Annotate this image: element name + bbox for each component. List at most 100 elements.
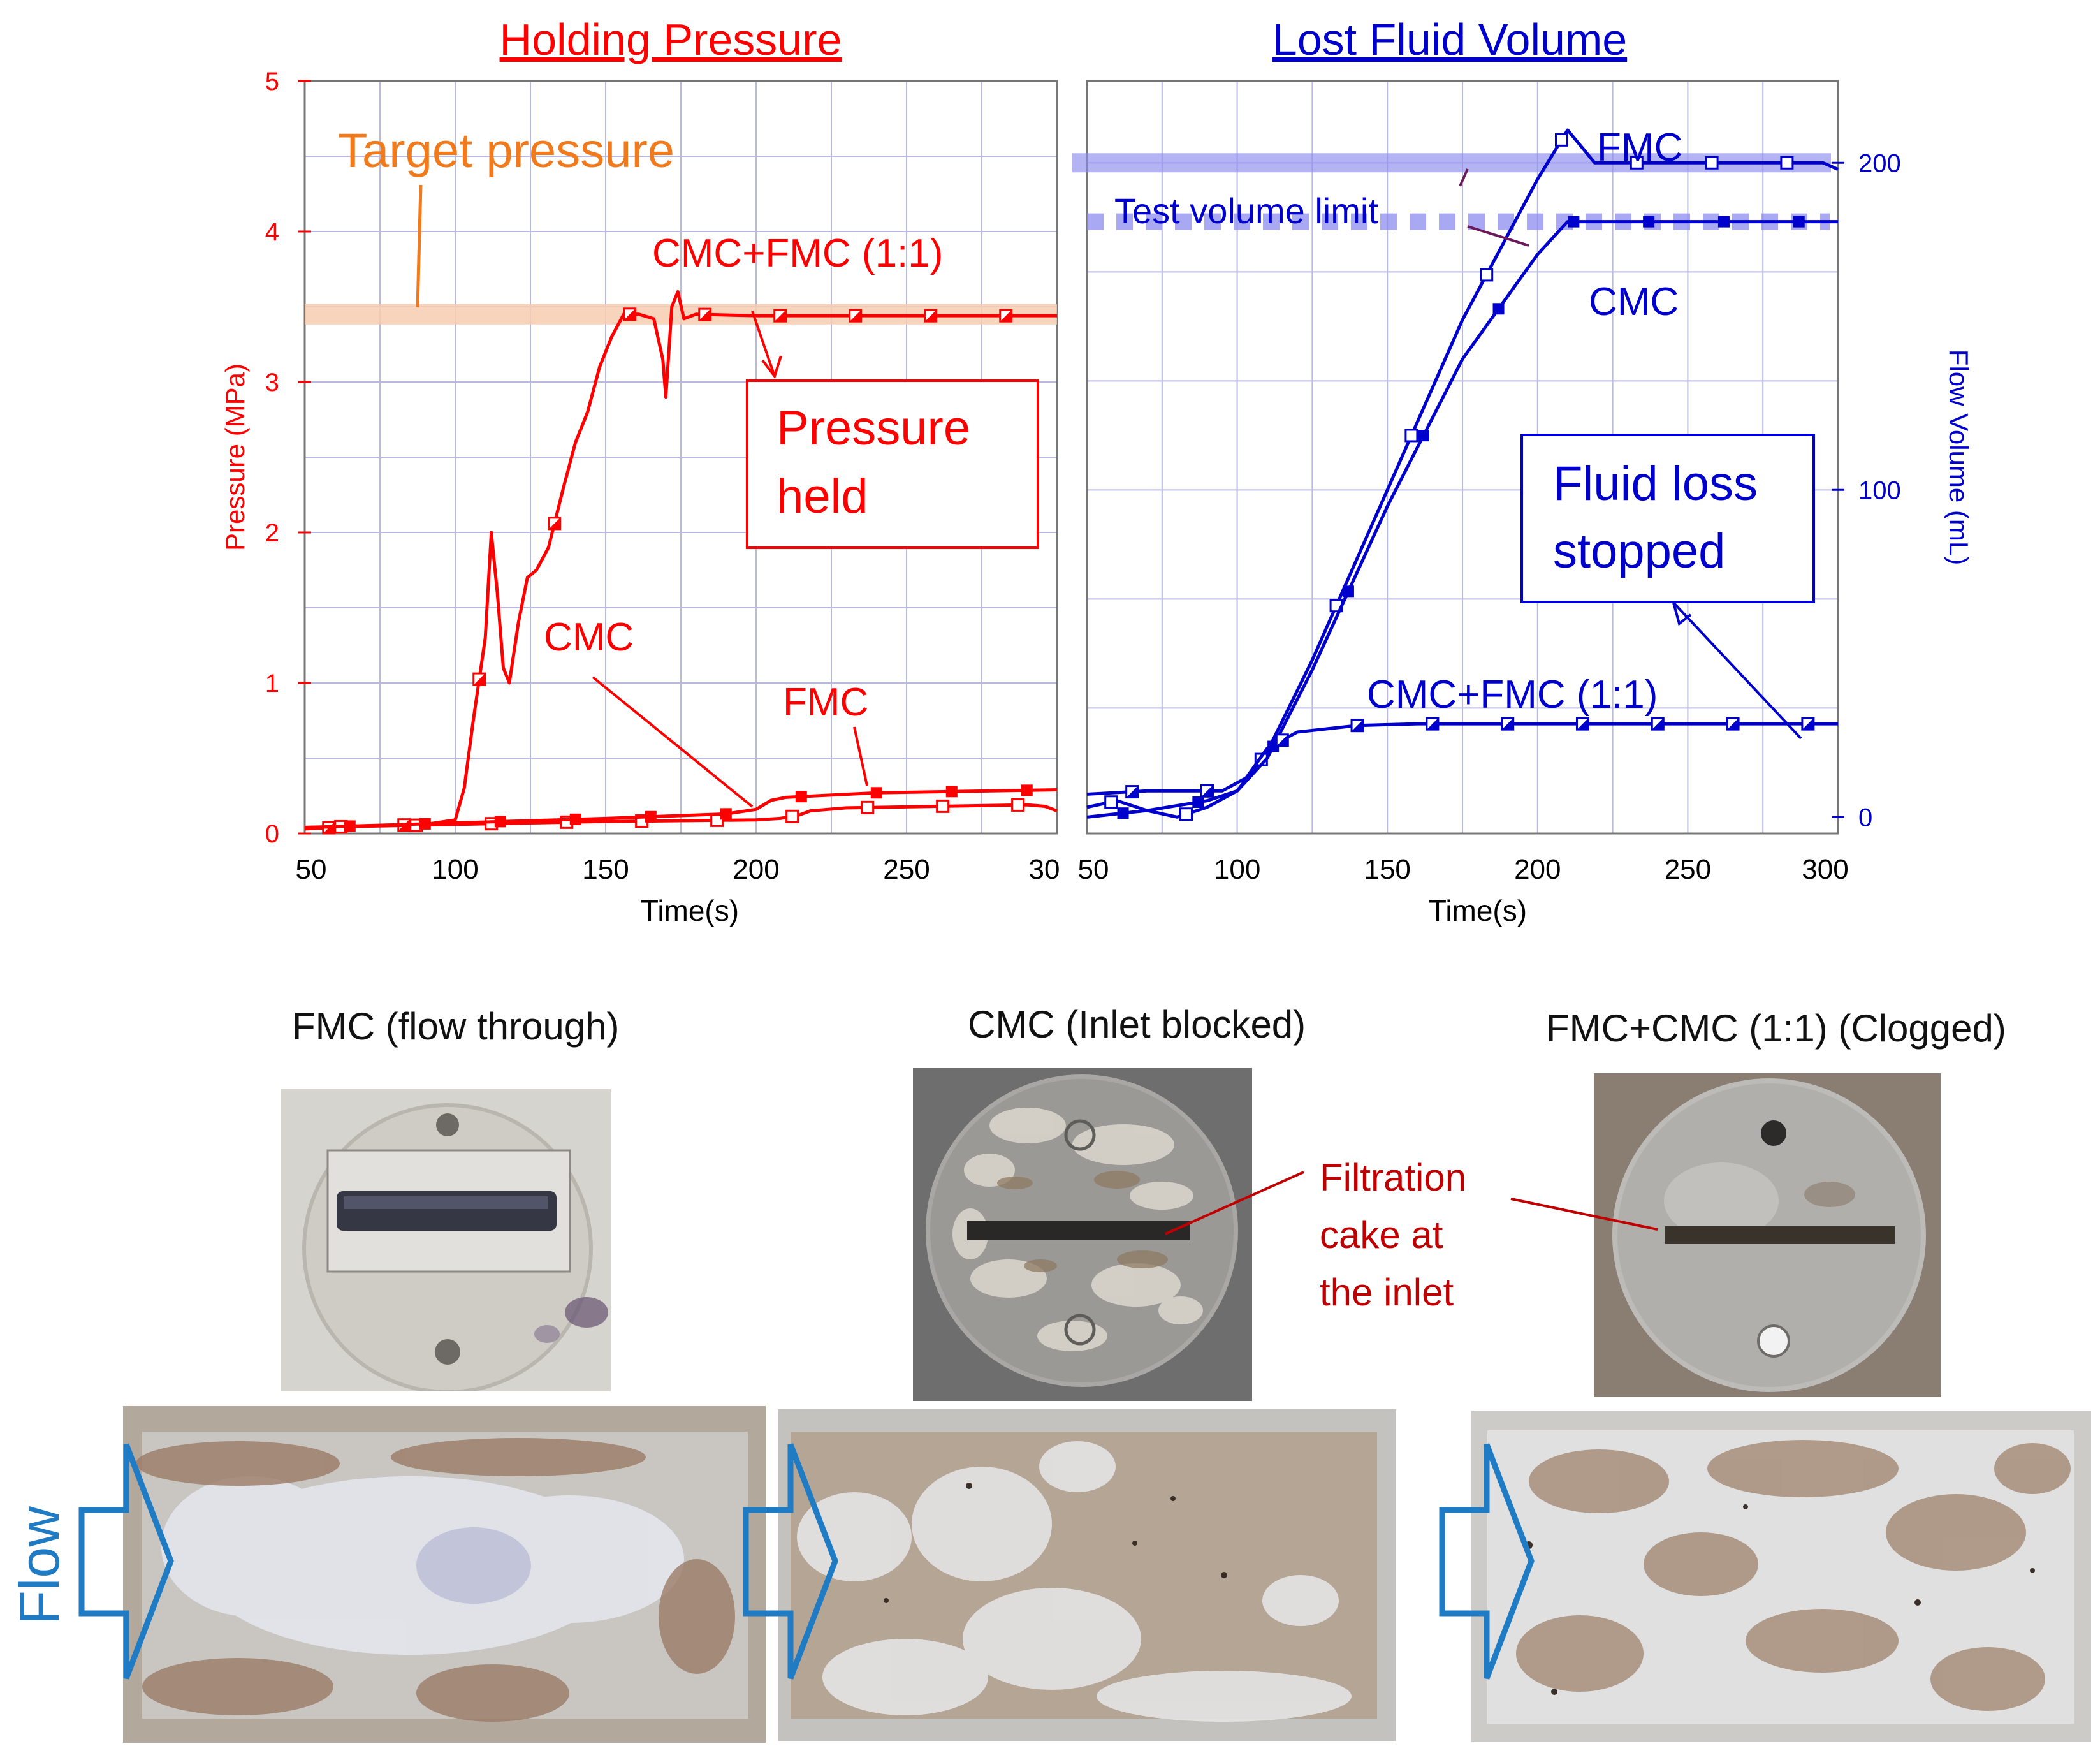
- right-x-tick-label: 150: [1364, 854, 1410, 885]
- left-x-tick-label: 150: [582, 854, 629, 885]
- left-marker-filled: [419, 818, 431, 830]
- left-label-cmc: CMC: [544, 615, 634, 659]
- right-marker-half-fill: [1126, 786, 1138, 798]
- right-marker-open: [1404, 429, 1418, 443]
- left-marker-filled: [720, 808, 732, 820]
- right-x-tick-label: 50: [1078, 854, 1109, 885]
- pressure-held-line2: held: [777, 469, 868, 524]
- left-marker-open: [861, 800, 875, 814]
- left-marker-filled: [1021, 784, 1033, 796]
- right-y-axis-label: Flow Volume (mL): [1944, 349, 1974, 565]
- filtration-cake-label: Filtration cake at the inlet: [1320, 1149, 1466, 1321]
- right-label-fmc: FMC: [1597, 126, 1682, 170]
- limit-leader-bottom: [1467, 225, 1529, 247]
- left-series-group: [304, 290, 1058, 835]
- left-marker-filled: [344, 820, 356, 832]
- right-marker-half-fill: [1652, 718, 1664, 730]
- left-gridlines: [305, 81, 1057, 833]
- left-label-cmc-fmc: CMC+FMC (1:1): [652, 231, 943, 275]
- left-y-axis-label: Pressure (MPa): [220, 363, 250, 551]
- right-y-tick-label: 0: [1858, 803, 1872, 832]
- left-y-tick-label: 2: [265, 519, 279, 547]
- right-marker-half-fill: [1426, 718, 1438, 730]
- right-x-tick-label: 300: [1802, 854, 1848, 885]
- left-marker-half-fill: [548, 517, 560, 529]
- left-y-tick-label: 3: [265, 369, 279, 397]
- right-y-tick-labels: 0 100 200: [1832, 149, 1901, 832]
- left-label-fmc: FMC: [783, 680, 868, 724]
- right-series-group: [1086, 128, 1839, 821]
- limit-leader-top: [1459, 168, 1469, 187]
- left-plot-frame: [303, 80, 1058, 835]
- right-marker-open: [1104, 795, 1118, 809]
- fmc-leader: [853, 726, 868, 786]
- left-marker-half-fill: [623, 308, 636, 320]
- cmc-disc-photo: [913, 1068, 1252, 1401]
- right-marker-open: [1705, 156, 1719, 170]
- right-marker-filled: [1342, 585, 1354, 598]
- right-marker-filled: [1192, 796, 1204, 809]
- right-x-tick-label: 200: [1514, 854, 1561, 885]
- fluid-loss-stopped-box: [1520, 434, 1815, 603]
- right-marker-filled: [1117, 807, 1129, 819]
- filtration-line2: cake at: [1320, 1214, 1443, 1256]
- caption-cmc: CMC (Inlet blocked): [968, 1003, 1306, 1046]
- right-marker-filled: [1492, 303, 1505, 315]
- right-x-tick-label: 100: [1214, 854, 1260, 885]
- right-marker-half-fill: [1802, 718, 1814, 730]
- right-x-tick-labels: 50 100 150 200 250 300: [1078, 854, 1849, 885]
- left-y-tick-labels: 0 1 2 3 4 5: [265, 68, 311, 848]
- left-y-tick-label: 5: [265, 68, 279, 96]
- right-marker-filled: [1717, 216, 1730, 228]
- left-marker-open: [1011, 798, 1025, 812]
- fluid-loss-arrowhead: [1672, 602, 1692, 626]
- left-y-tick-label: 0: [265, 820, 279, 848]
- caption-mix: FMC+CMC (1:1) (Clogged): [1546, 1007, 2006, 1050]
- fluid-loss-leader: [1672, 601, 1802, 740]
- left-chart-title: Holding Pressure: [500, 15, 842, 64]
- right-series-line-0: [1086, 128, 1839, 819]
- right-marker-open: [1630, 156, 1644, 170]
- left-y-tick-label: 4: [265, 218, 279, 246]
- cmc-specimen-photo: [778, 1409, 1396, 1741]
- right-marker-filled: [1417, 430, 1429, 442]
- right-marker-filled: [1793, 216, 1805, 228]
- right-marker-half-fill: [1727, 718, 1739, 730]
- filtration-line3: the inlet: [1320, 1271, 1454, 1314]
- right-y-tick-label: 200: [1858, 149, 1901, 177]
- left-series-line-0: [304, 290, 1057, 831]
- left-marker-half-fill: [1000, 310, 1012, 322]
- fmc-disc-photo: [281, 1089, 611, 1391]
- left-x-tick-labels: 50 100 150 200 250 30: [296, 854, 1060, 885]
- right-x-axis-label: Time(s): [1429, 894, 1527, 927]
- left-marker-half-fill: [924, 310, 937, 322]
- left-y-tick-label: 1: [265, 670, 279, 698]
- right-label-cmc-fmc: CMC+FMC (1:1): [1367, 673, 1658, 717]
- right-x-tick-label: 250: [1665, 854, 1711, 885]
- right-marker-half-fill: [1201, 785, 1213, 797]
- right-chart-title: Lost Fluid Volume: [1272, 15, 1627, 64]
- mix-specimen-photo: [1471, 1411, 2091, 1742]
- left-marker-open: [936, 799, 950, 813]
- fluid-loss-line2: stopped: [1553, 524, 1725, 578]
- left-x-tick-label: 200: [733, 854, 779, 885]
- right-series-line-1: [1086, 220, 1838, 819]
- left-marker-filled: [645, 810, 657, 823]
- right-plot-frame: [1086, 80, 1839, 835]
- flow-label: Flow: [8, 1506, 70, 1625]
- left-x-tick-label: 250: [883, 854, 930, 885]
- fluid-loss-line1: Fluid loss: [1553, 457, 1758, 511]
- holding-pressure-chart: Holding Pressure 0 1 2 3 4 5 50 100 150 200 250 30…: [220, 15, 1060, 927]
- mix-disc-photo: [1594, 1073, 1941, 1397]
- fmc-specimen-photo: [123, 1406, 766, 1743]
- right-label-cmc: CMC: [1589, 280, 1679, 324]
- pressure-held-line1: Pressure: [777, 401, 970, 455]
- left-series-line-2: [304, 788, 1058, 830]
- caption-fmc: FMC (flow through): [292, 1005, 620, 1048]
- right-marker-open: [1554, 133, 1568, 147]
- left-marker-filled: [494, 816, 506, 828]
- left-marker-filled: [945, 786, 958, 798]
- left-marker-half-fill: [699, 309, 711, 321]
- left-x-axis-label: Time(s): [641, 894, 739, 927]
